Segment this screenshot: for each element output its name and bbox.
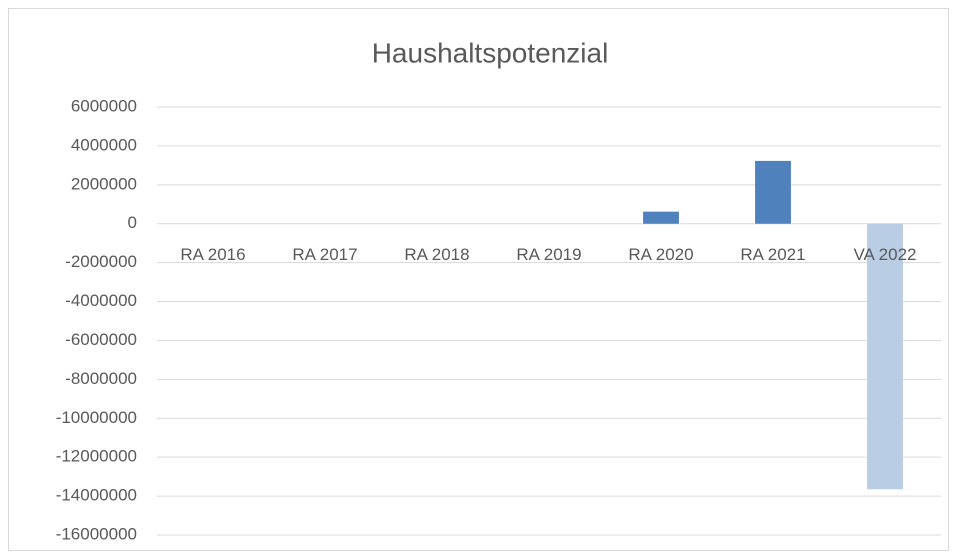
y-tick-label: -8000000 bbox=[65, 369, 137, 388]
y-tick-label: 0 bbox=[128, 213, 137, 232]
x-tick-label: RA 2016 bbox=[180, 245, 245, 264]
x-tick-label: RA 2021 bbox=[740, 245, 805, 264]
bar bbox=[643, 211, 679, 224]
y-tick-label: -4000000 bbox=[65, 291, 137, 310]
y-tick-label: -6000000 bbox=[65, 330, 137, 349]
y-tick-label: 6000000 bbox=[71, 96, 137, 115]
x-tick-label: RA 2017 bbox=[292, 245, 357, 264]
chart-title: Haushaltspotenzial bbox=[372, 37, 609, 68]
x-tick-label: RA 2020 bbox=[628, 245, 693, 264]
y-tick-label: -10000000 bbox=[56, 408, 137, 427]
y-tick-label: -16000000 bbox=[56, 524, 137, 543]
bar bbox=[755, 160, 791, 224]
y-tick-label: -2000000 bbox=[65, 252, 137, 271]
y-tick-label: 2000000 bbox=[71, 174, 137, 193]
y-tick-label: -12000000 bbox=[56, 447, 137, 466]
x-tick-label: VA 2022 bbox=[853, 245, 916, 264]
y-tick-label: -14000000 bbox=[56, 486, 137, 505]
x-tick-label: RA 2018 bbox=[404, 245, 469, 264]
y-tick-label: 4000000 bbox=[71, 135, 137, 154]
x-tick-label: RA 2019 bbox=[516, 245, 581, 264]
chart-border bbox=[8, 8, 949, 551]
bar bbox=[867, 223, 903, 490]
